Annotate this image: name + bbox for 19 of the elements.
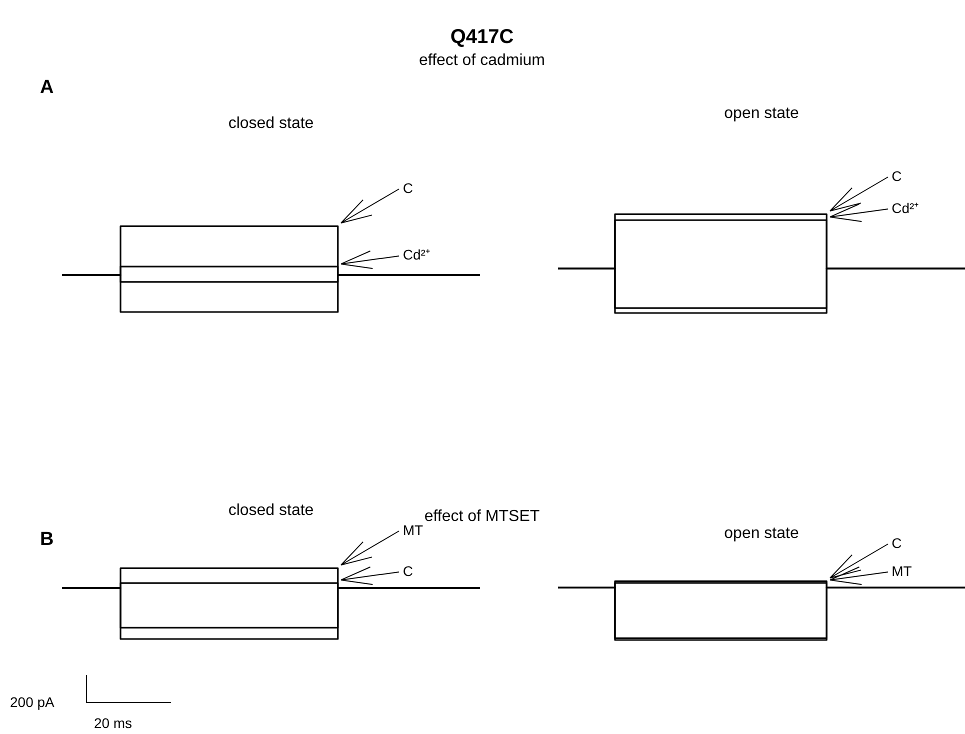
text: C: [892, 168, 902, 184]
chart-title: closed state: [228, 115, 314, 132]
text: C: [402, 180, 414, 196]
legend-label: MT: [892, 562, 912, 579]
legend-label: Cd²⁺: [892, 200, 920, 216]
chart-title: open state: [724, 525, 799, 542]
text: Q417C: [450, 26, 514, 49]
chart-title: closed state: [228, 502, 314, 520]
legend-label: Cd²⁺: [402, 246, 430, 262]
text: 20 ms: [94, 714, 132, 731]
text: 200 pA: [10, 694, 54, 710]
chart-title: open state: [724, 105, 799, 122]
text: MT: [402, 522, 424, 538]
text: effect of cadmium: [419, 52, 545, 70]
text: A: [40, 76, 54, 99]
text: B: [40, 528, 54, 551]
text: effect of MTSET: [424, 508, 540, 526]
legend-label: C: [402, 562, 414, 579]
text: C: [892, 535, 902, 552]
